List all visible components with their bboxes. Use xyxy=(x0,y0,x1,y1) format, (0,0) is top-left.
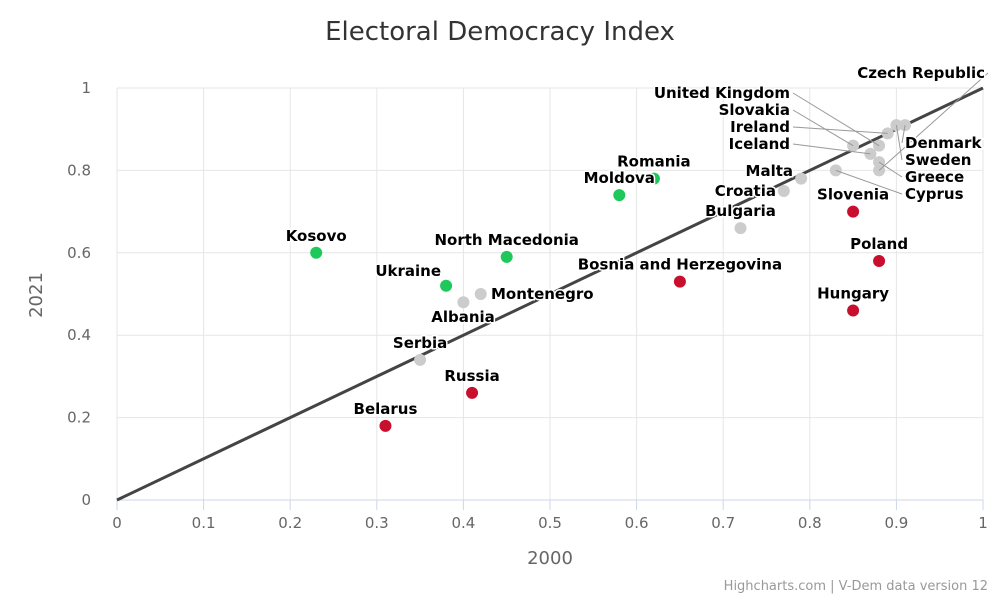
label-leader-line xyxy=(792,92,880,147)
x-tick-label: 0.2 xyxy=(278,514,302,532)
x-tick-label: 0.7 xyxy=(711,514,735,532)
data-point-montenegro xyxy=(474,288,487,300)
data-point-bosnia-and-herzegovina xyxy=(673,275,686,288)
data-label: Moldova xyxy=(584,169,655,187)
x-tick-label: 0.8 xyxy=(798,514,822,532)
data-label: Bosnia and Herzegovina xyxy=(578,256,782,274)
x-tick-label: 0.6 xyxy=(625,514,649,532)
data-point-north-macedonia xyxy=(500,250,513,263)
data-point-ukraine xyxy=(440,279,453,292)
label-leader-line xyxy=(878,72,989,171)
data-point-poland xyxy=(873,255,886,268)
data-label: Sweden xyxy=(905,151,971,169)
x-tick-label: 0.5 xyxy=(538,514,562,532)
x-tick-label: 0.9 xyxy=(884,514,908,532)
y-tick-label: 0.6 xyxy=(67,244,91,262)
data-point-slovenia xyxy=(847,205,860,218)
credits[interactable]: Highcharts.com | V-Dem data version 12 xyxy=(723,579,988,594)
x-tick-label: 0.4 xyxy=(451,514,475,532)
y-axis-title: 2021 xyxy=(26,272,47,318)
data-label: Cyprus xyxy=(905,185,964,203)
x-tick-label: 0 xyxy=(112,514,122,532)
data-label: North Macedonia xyxy=(434,231,578,249)
data-point-croatia xyxy=(777,185,790,197)
data-label: Belarus xyxy=(354,400,418,418)
data-label: Ukraine xyxy=(375,262,441,280)
data-point-hungary xyxy=(847,304,860,317)
data-label: Iceland xyxy=(729,135,790,153)
data-point-belarus xyxy=(379,419,392,432)
data-label: Czech Republic xyxy=(857,64,985,82)
label-leader-line xyxy=(792,109,854,147)
label-leader-line xyxy=(895,125,903,161)
y-tick-label: 0.4 xyxy=(67,326,91,344)
data-point-albania xyxy=(457,296,470,309)
x-tick-label: 0.3 xyxy=(365,514,389,532)
data-point-romania xyxy=(647,172,660,185)
data-label: Malta xyxy=(746,162,793,180)
label-leader-line xyxy=(792,126,888,134)
data-label: Kosovo xyxy=(286,227,347,245)
data-point-malta xyxy=(795,172,808,185)
reference-line xyxy=(116,86,984,502)
data-label: Montenegro xyxy=(491,285,594,303)
label-leader-line xyxy=(878,161,903,178)
y-tick-label: 0.2 xyxy=(67,409,91,427)
x-tick-label: 1 xyxy=(978,514,988,532)
data-label: Poland xyxy=(850,235,908,253)
data-point-moldova xyxy=(613,189,626,202)
data-point-russia xyxy=(466,386,479,399)
data-label: Romania xyxy=(617,153,691,171)
label-leader-line xyxy=(901,124,906,144)
x-tick-label: 0.1 xyxy=(192,514,216,532)
data-point-serbia xyxy=(414,353,427,366)
data-label: Slovakia xyxy=(719,101,790,119)
chart-title: Electoral Democracy Index xyxy=(325,17,675,47)
x-axis-title: 2000 xyxy=(527,548,573,569)
label-leader-line xyxy=(835,169,903,195)
y-tick-label: 0 xyxy=(81,491,91,509)
data-label: Slovenia xyxy=(817,186,889,204)
data-label: Russia xyxy=(444,367,499,385)
data-label: Bulgaria xyxy=(705,202,776,220)
data-point-kosovo xyxy=(310,246,323,259)
y-tick-label: 1 xyxy=(81,79,91,97)
data-label: United Kingdom xyxy=(654,84,790,102)
data-label: Greece xyxy=(905,168,964,186)
data-label: Albania xyxy=(431,308,495,326)
data-point-bulgaria xyxy=(734,222,747,235)
y-tick-label: 0.8 xyxy=(67,161,91,179)
data-label: Hungary xyxy=(817,284,889,302)
label-leader-line xyxy=(792,143,871,155)
data-label: Croatia xyxy=(715,182,776,200)
data-label: Serbia xyxy=(393,334,447,352)
data-label: Ireland xyxy=(730,118,790,136)
data-label: Denmark xyxy=(905,134,982,152)
